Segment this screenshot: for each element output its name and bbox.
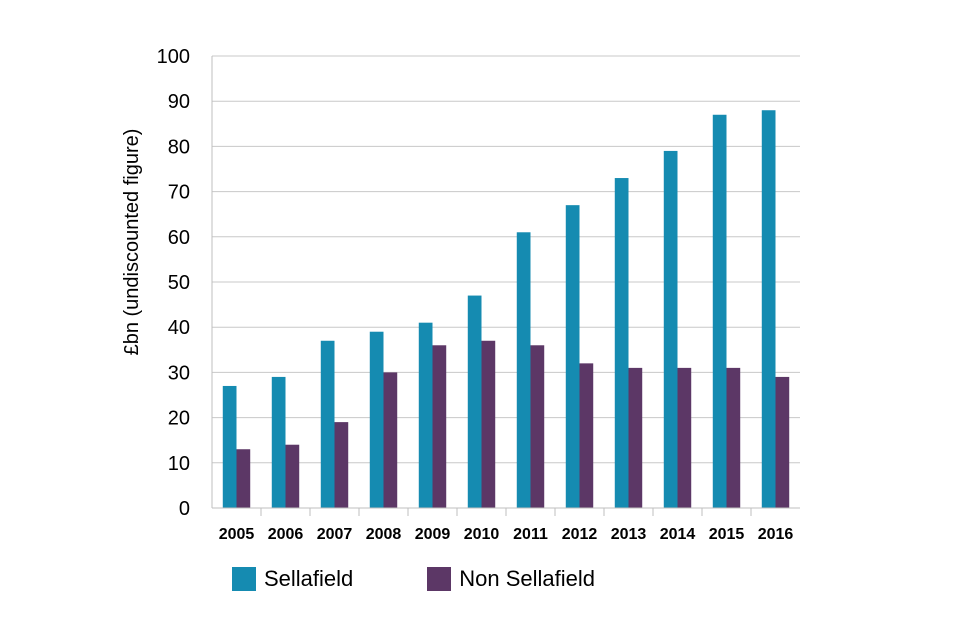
- bar-non-sellafield-2014: [677, 367, 692, 508]
- bar-sellafield-2014: [663, 150, 678, 509]
- bar-sellafield-2010: [467, 295, 482, 508]
- legend-item-non-sellafield: Non Sellafield: [427, 566, 595, 592]
- bar-sellafield-2016: [761, 110, 776, 509]
- legend-label-non-sellafield: Non Sellafield: [459, 566, 596, 591]
- y-tick-label: 90: [168, 91, 190, 113]
- gridlines: [212, 55, 800, 464]
- y-tick-label: 100: [157, 46, 190, 68]
- bar-non-sellafield-2013: [628, 367, 643, 508]
- x-tick-label: 2010: [464, 526, 500, 543]
- y-tick-labels: 0 10 20 30 40 50 60 70 80 90 100: [157, 46, 190, 520]
- x-tick-labels: 2005 2006 2007 2008 2009 2010 2011 2012 2013 2014…: [219, 526, 794, 543]
- legend-label-sellafield: Sellafield: [264, 566, 354, 591]
- legend-swatch-non-sellafield: [427, 567, 452, 591]
- y-tick-label: 60: [168, 227, 190, 249]
- bar-sellafield-2011: [516, 232, 531, 508]
- x-tick-label: 2006: [268, 526, 304, 543]
- bar-sellafield-2005: [222, 385, 237, 508]
- bar-sellafield-2009: [418, 322, 433, 508]
- bar-sellafield-2007: [320, 340, 335, 508]
- y-axis-label: £bn (undiscounted figure): [121, 129, 143, 356]
- y-tick-label: 50: [168, 272, 190, 294]
- y-tick-label: 0: [179, 498, 190, 520]
- legend-item-sellafield: Sellafield: [232, 566, 353, 592]
- bar-non-sellafield-2012: [579, 363, 594, 508]
- bar-non-sellafield-2009: [432, 345, 447, 508]
- x-tick-label: 2008: [366, 526, 402, 543]
- bar-non-sellafield-2008: [383, 372, 398, 508]
- x-tick-label: 2016: [758, 526, 794, 543]
- y-tick-label: 40: [168, 317, 190, 339]
- bars: [222, 110, 790, 509]
- bar-sellafield-2006: [271, 376, 286, 508]
- y-tick-label: 30: [168, 362, 190, 384]
- x-tick-label: 2015: [709, 526, 745, 543]
- axes: [211, 56, 800, 516]
- bar-non-sellafield-2010: [481, 340, 496, 508]
- bar-non-sellafield-2005: [236, 449, 251, 508]
- bar-sellafield-2008: [369, 331, 384, 508]
- x-tick-label: 2014: [660, 526, 696, 543]
- bar-sellafield-2013: [614, 178, 629, 509]
- legend-swatch-sellafield: [232, 567, 256, 591]
- x-tick-label: 2011: [513, 526, 548, 543]
- y-tick-label: 10: [168, 453, 190, 475]
- bar-sellafield-2012: [565, 205, 580, 508]
- bar-sellafield-2015: [712, 114, 727, 508]
- bar-non-sellafield-2015: [726, 367, 741, 508]
- x-tick-label: 2005: [219, 526, 255, 543]
- legend: Sellafield Non Sellafield: [232, 566, 669, 592]
- y-tick-label: 20: [168, 408, 190, 430]
- bar-non-sellafield-2016: [775, 376, 790, 508]
- x-tick-label: 2013: [611, 526, 647, 543]
- bar-non-sellafield-2011: [530, 345, 545, 508]
- bar-non-sellafield-2006: [285, 444, 300, 508]
- x-tick-label: 2012: [562, 526, 598, 543]
- x-tick-label: 2007: [317, 526, 353, 543]
- x-tick-label: 2009: [415, 526, 451, 543]
- y-tick-label: 70: [168, 182, 190, 204]
- bar-non-sellafield-2007: [334, 422, 349, 508]
- y-tick-label: 80: [168, 136, 190, 158]
